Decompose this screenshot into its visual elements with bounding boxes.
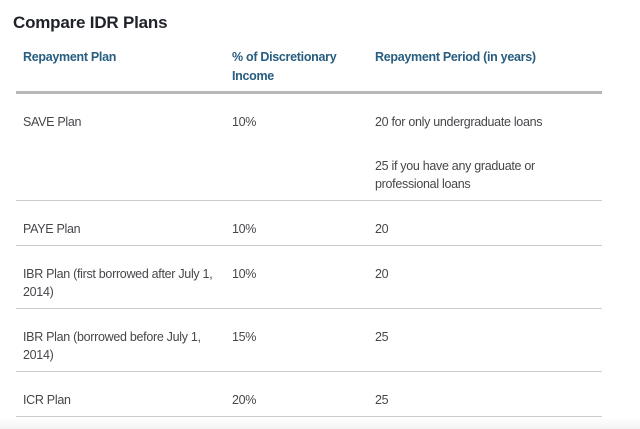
- cell-plan: PAYE Plan: [16, 200, 232, 246]
- cell-period: 25: [375, 308, 602, 372]
- table-row-paye-plan: PAYE Plan 10% 20: [16, 200, 602, 246]
- idr-plans-comparison-table: Repayment Plan % of Discretionary Income…: [16, 34, 602, 417]
- compare-idr-plans-page: Compare IDR Plans Repayment Plan % of Di…: [0, 13, 640, 429]
- column-header-repayment-plan: Repayment Plan: [16, 34, 232, 94]
- column-header-discretionary-income: % of Discretionary Income: [232, 34, 375, 94]
- table-header-row: Repayment Plan % of Discretionary Income…: [16, 34, 602, 94]
- cell-income: 20%: [232, 371, 375, 417]
- cell-period: 20 for only undergraduate loans 25 if yo…: [375, 92, 602, 201]
- cell-period: 25: [375, 371, 602, 417]
- period-line-1: 20 for only undergraduate loans: [375, 115, 543, 129]
- table-row-ibr-plan-before-2014: IBR Plan (borrowed before July 1, 2014) …: [16, 308, 602, 372]
- cell-plan: IBR Plan (borrowed before July 1, 2014): [16, 308, 232, 372]
- cell-period: 20: [375, 200, 602, 246]
- cell-plan: SAVE Plan: [16, 92, 232, 201]
- page-title: Compare IDR Plans: [13, 13, 168, 32]
- cell-period: 20: [375, 245, 602, 309]
- table-row-ibr-plan-after-2014: IBR Plan (first borrowed after July 1, 2…: [16, 245, 602, 309]
- cell-income: 10%: [232, 200, 375, 246]
- table-row-save-plan: SAVE Plan 10% 20 for only undergraduate …: [16, 92, 602, 201]
- page-bottom-edge: [0, 419, 640, 429]
- period-line-2: 25 if you have any graduate or professio…: [375, 159, 535, 191]
- cell-plan: ICR Plan: [16, 371, 232, 417]
- cell-plan: IBR Plan (first borrowed after July 1, 2…: [16, 245, 232, 309]
- column-header-repayment-period: Repayment Period (in years): [375, 34, 602, 94]
- table-row-icr-plan: ICR Plan 20% 25: [16, 371, 602, 417]
- cell-income: 10%: [232, 92, 375, 201]
- cell-income: 15%: [232, 308, 375, 372]
- cell-income: 10%: [232, 245, 375, 309]
